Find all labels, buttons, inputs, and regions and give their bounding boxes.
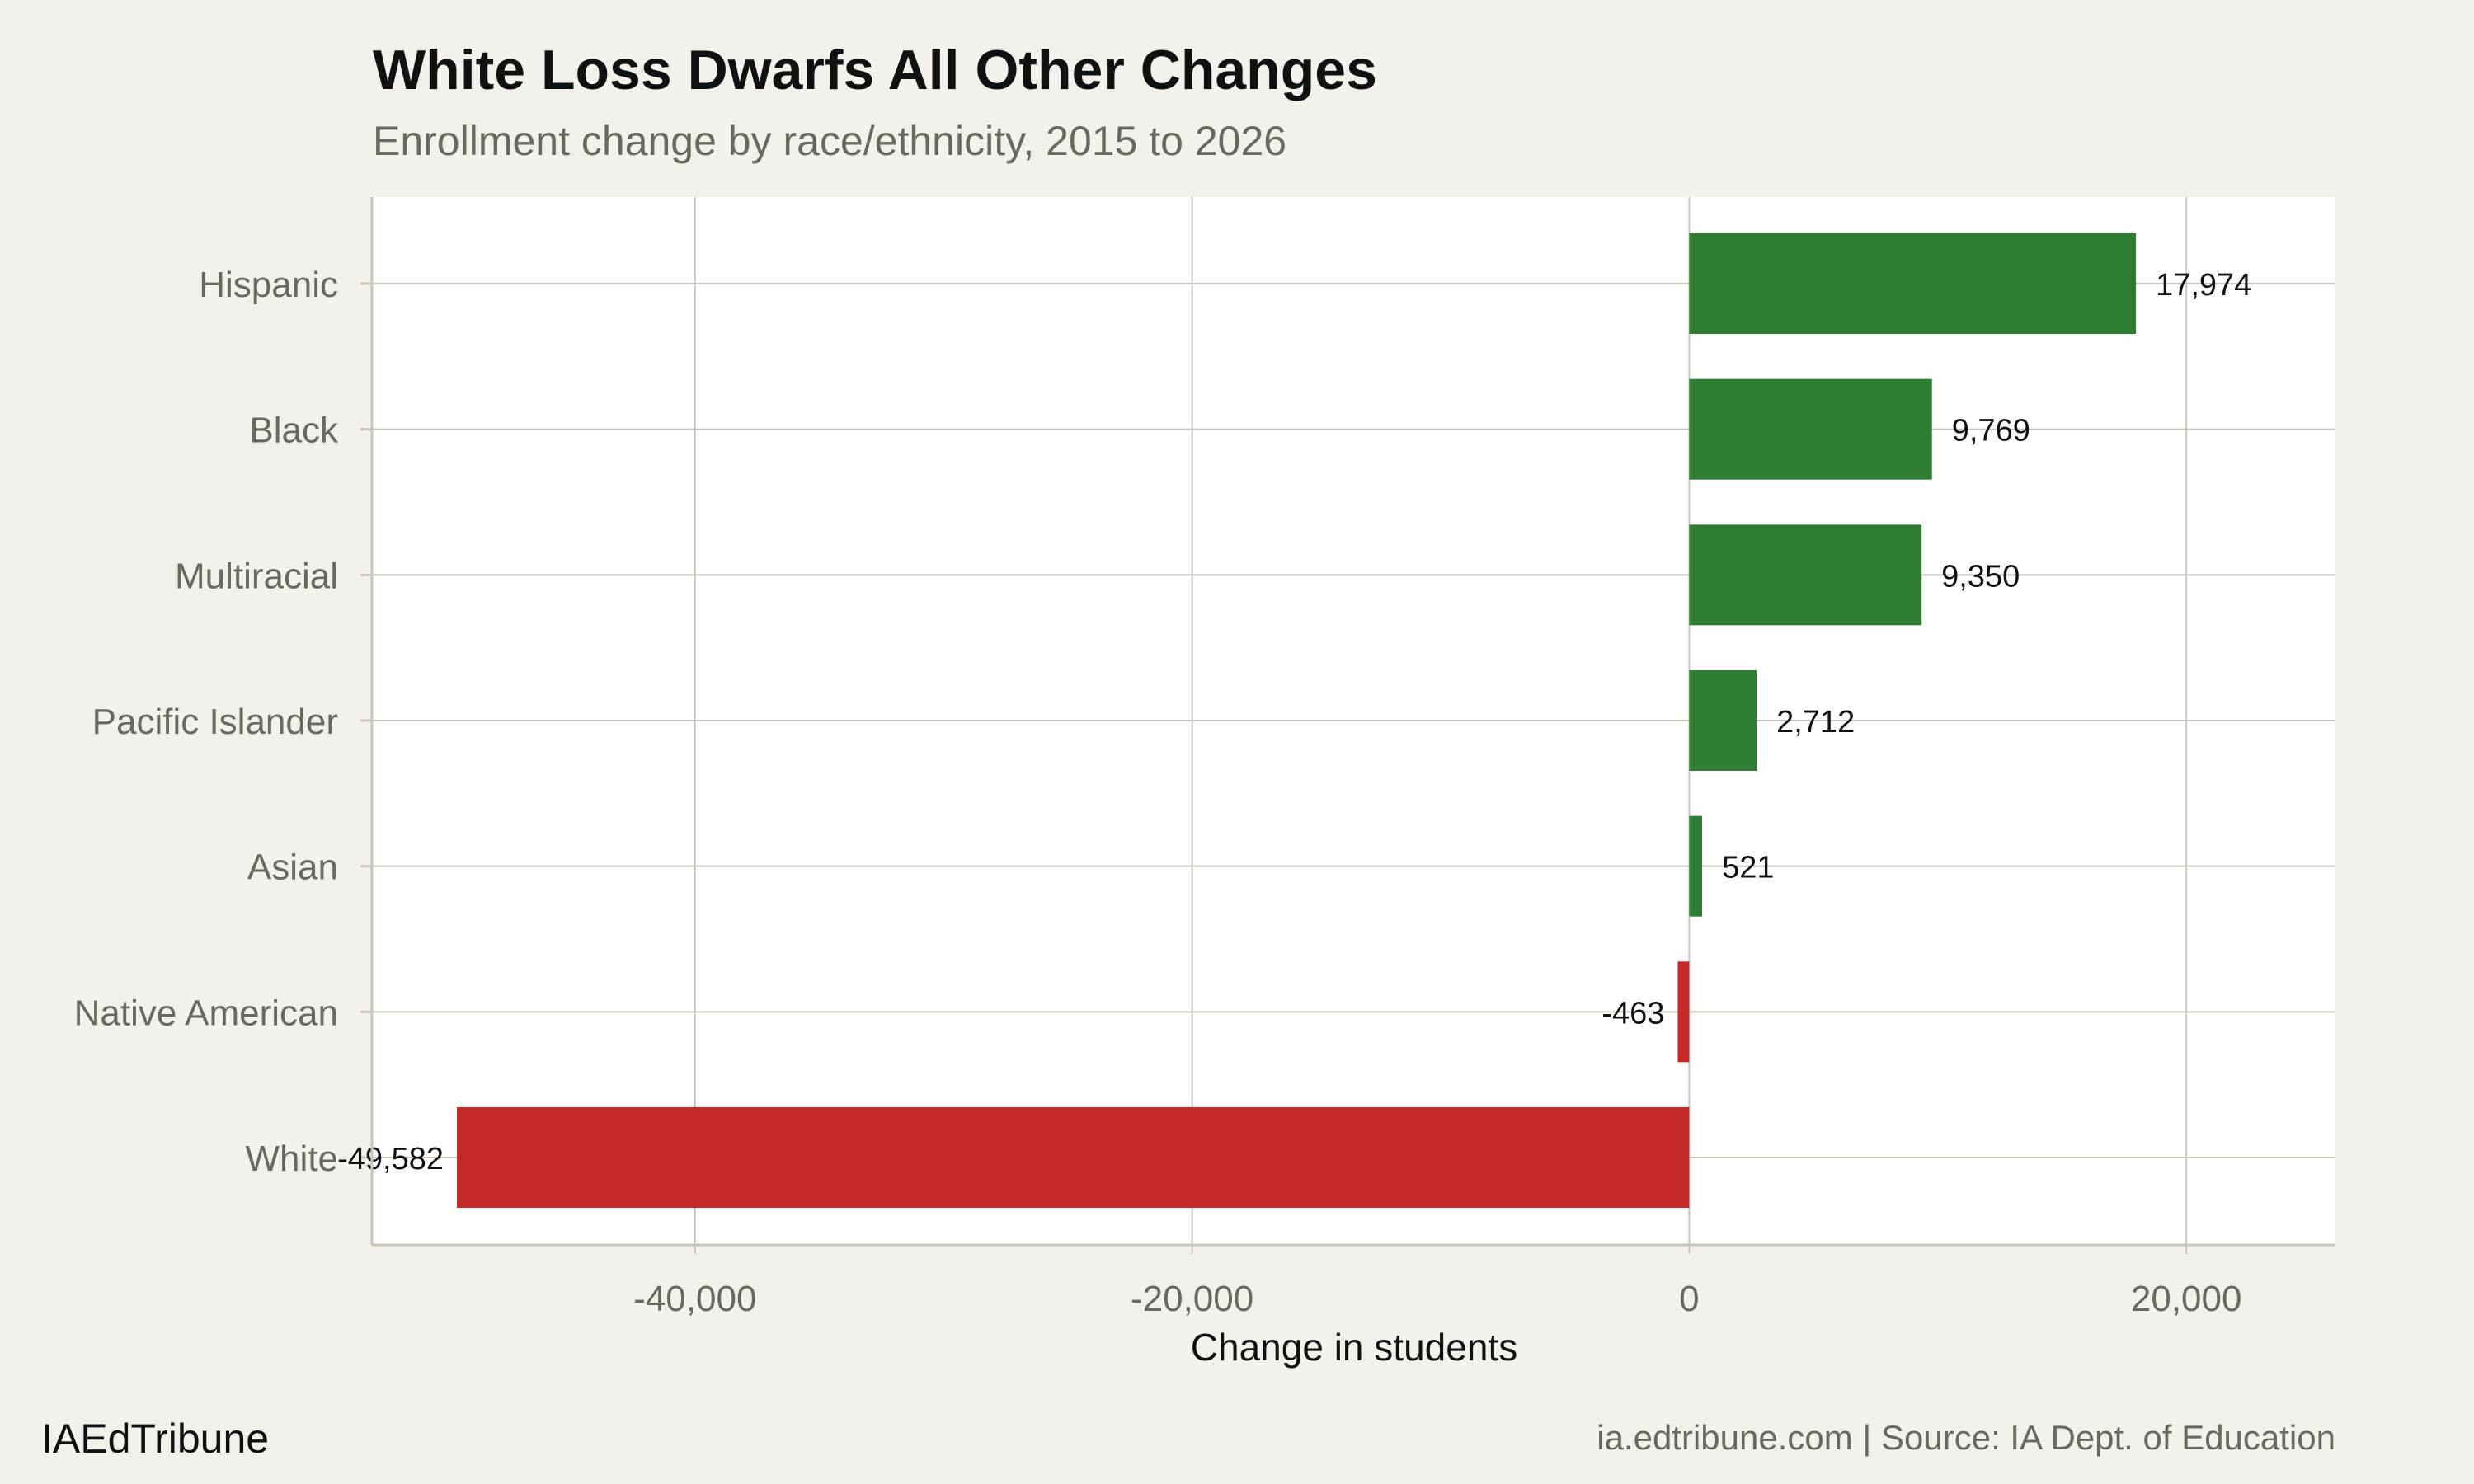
bar-white [457,1107,1690,1208]
data-label: 2,712 [1776,705,1855,740]
y-category-label: Pacific Islander [92,702,338,742]
data-label: -463 [1602,996,1664,1031]
x-tick-label: 0 [1679,1279,1699,1319]
data-labels: 17,974 9,769 9,350 2,712 521 -463 -49,582 [337,268,2251,1176]
bar-native-american [1677,961,1690,1063]
x-tick-label: 20,000 [2131,1279,2242,1319]
x-tick-label: -20,000 [1131,1279,1253,1319]
data-label: 9,350 [1941,559,2020,594]
bar-hispanic [1689,233,2137,334]
brand-logo-text: IAEdTribune [41,1416,269,1462]
y-category-label: Native American [74,993,338,1033]
bar-asian [1689,815,1703,917]
y-axis-labels: Hispanic Black Multiracial Pacific Islander… [74,265,339,1179]
data-label: 9,769 [1952,414,2030,448]
data-label: -49,582 [337,1142,444,1176]
chart-subtitle: Enrollment change by race/ethnicity, 201… [373,118,1286,164]
bar-multiracial [1689,524,1922,626]
x-axis-title: Change in students [1191,1326,1517,1369]
y-category-label: Asian [247,848,338,888]
x-axis-tick-labels: -40,000 -20,000 0 20,000 [633,1279,2241,1319]
y-category-label: Hispanic [199,265,338,305]
source-caption: ia.edtribune.com | Source: IA Dept. of E… [1597,1418,2335,1457]
bar-black [1689,378,1932,480]
y-category-label: Multiracial [175,556,338,596]
x-tick-label: -40,000 [633,1279,756,1319]
data-label: 521 [1722,851,1774,885]
bar-pacific-islander [1689,670,1757,771]
chart-title: White Loss Dwarfs All Other Changes [373,39,1377,101]
y-category-label: White [246,1139,338,1179]
y-category-label: Black [249,411,339,451]
data-label: 17,974 [2156,268,2251,303]
bars [457,233,2137,1208]
